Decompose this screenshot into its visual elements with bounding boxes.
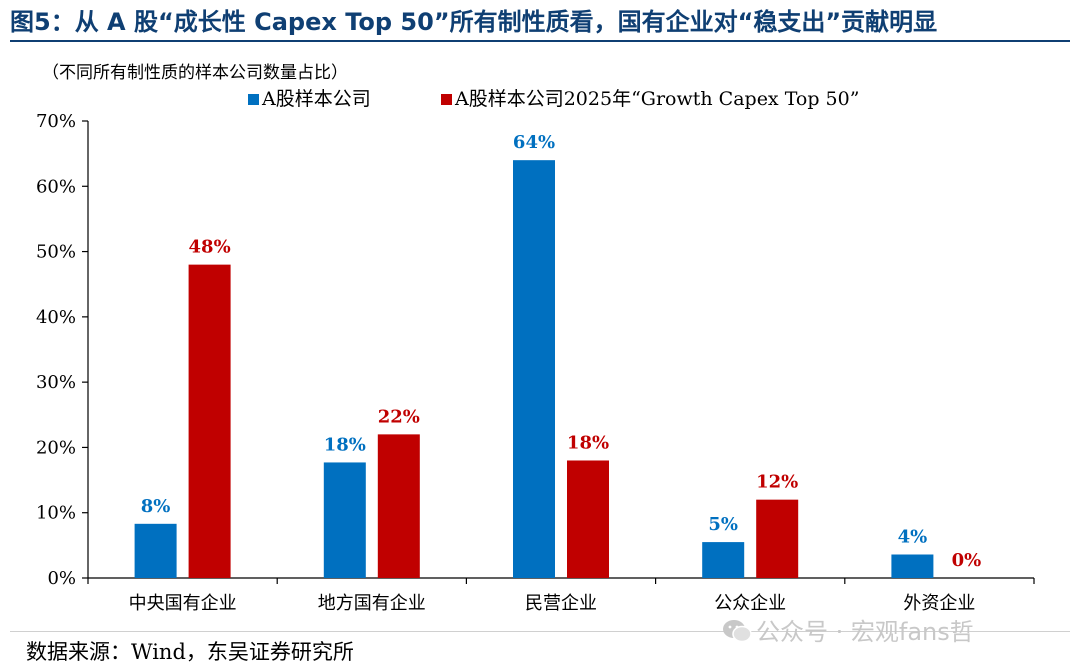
x-category-label: 中央国有企业 (129, 593, 237, 614)
bars (134, 160, 934, 578)
title-divider (10, 40, 1070, 42)
bar-series-1 (134, 523, 177, 578)
figure-title: 图5：从 A 股“成长性 Capex Top 50”所有制性质看，国有企业对“稳… (10, 8, 938, 36)
data-label-series-2: 22% (378, 406, 420, 427)
legend-swatch-2 (441, 94, 452, 105)
chart-subtitle: （不同所有制性质的样本公司数量占比） (42, 63, 348, 83)
x-axis: 中央国有企业 地方国有企业 民营企业 公众企业 外资企业 (87, 577, 1035, 614)
x-category-label: 公众企业 (714, 593, 786, 614)
bar-series-2 (756, 499, 799, 578)
y-tick-label: 40% (36, 307, 76, 328)
y-tick-label: 60% (36, 176, 76, 197)
data-label-series-1: 5% (708, 514, 738, 535)
bar-series-1 (513, 160, 555, 578)
data-label-series-1: 64% (513, 132, 555, 153)
bar-series-2 (188, 264, 231, 578)
legend: A股样本公司 A股样本公司2025年“Growth Capex Top 50” (248, 88, 859, 110)
y-tick-label: 70% (36, 111, 76, 132)
watermark: 公众号 · 宏观fans哲 (722, 612, 974, 647)
data-label-series-2: 18% (567, 432, 609, 453)
bar-series-1 (323, 462, 366, 578)
value-labels: 8% 18% 64% 5% 4% 48% 22% 18% 12% 0% (141, 132, 981, 571)
data-label-series-2: 12% (756, 472, 798, 493)
bar-series-2 (377, 434, 420, 578)
watermark-text: 公众号 · 宏观fans哲 (756, 618, 974, 646)
bar-series-2 (567, 460, 609, 578)
footer-divider (10, 631, 1070, 632)
source-note: 数据来源：Wind，东吴证券研究所 (26, 640, 354, 664)
x-category-label: 地方国有企业 (318, 593, 426, 614)
data-label-series-1: 18% (324, 434, 366, 455)
data-label-series-1: 8% (141, 496, 171, 517)
data-label-series-1: 4% (898, 526, 928, 547)
bar-series-1 (702, 542, 745, 578)
y-tick-label: 50% (36, 242, 76, 263)
wechat-icon (723, 620, 752, 643)
x-category-label: 外资企业 (903, 593, 975, 614)
legend-label-1: A股样本公司 (261, 88, 371, 110)
legend-swatch-1 (248, 94, 259, 105)
bar-chart: A股样本公司 A股样本公司2025年“Growth Capex Top 50” 0… (36, 88, 1035, 614)
y-tick-label: 10% (36, 503, 76, 524)
y-axis: 0% 10% 20% 30% 40% 50% 60% 70% (36, 111, 89, 589)
data-label-series-2: 0% (952, 550, 982, 571)
bar-series-1 (891, 554, 934, 578)
legend-label-2: A股样本公司2025年“Growth Capex Top 50” (454, 88, 859, 110)
y-tick-label: 30% (36, 372, 76, 393)
y-tick-label: 0% (47, 568, 76, 589)
y-tick-label: 20% (36, 437, 76, 458)
data-label-series-2: 48% (189, 237, 231, 258)
x-category-label: 民营企业 (525, 593, 597, 614)
